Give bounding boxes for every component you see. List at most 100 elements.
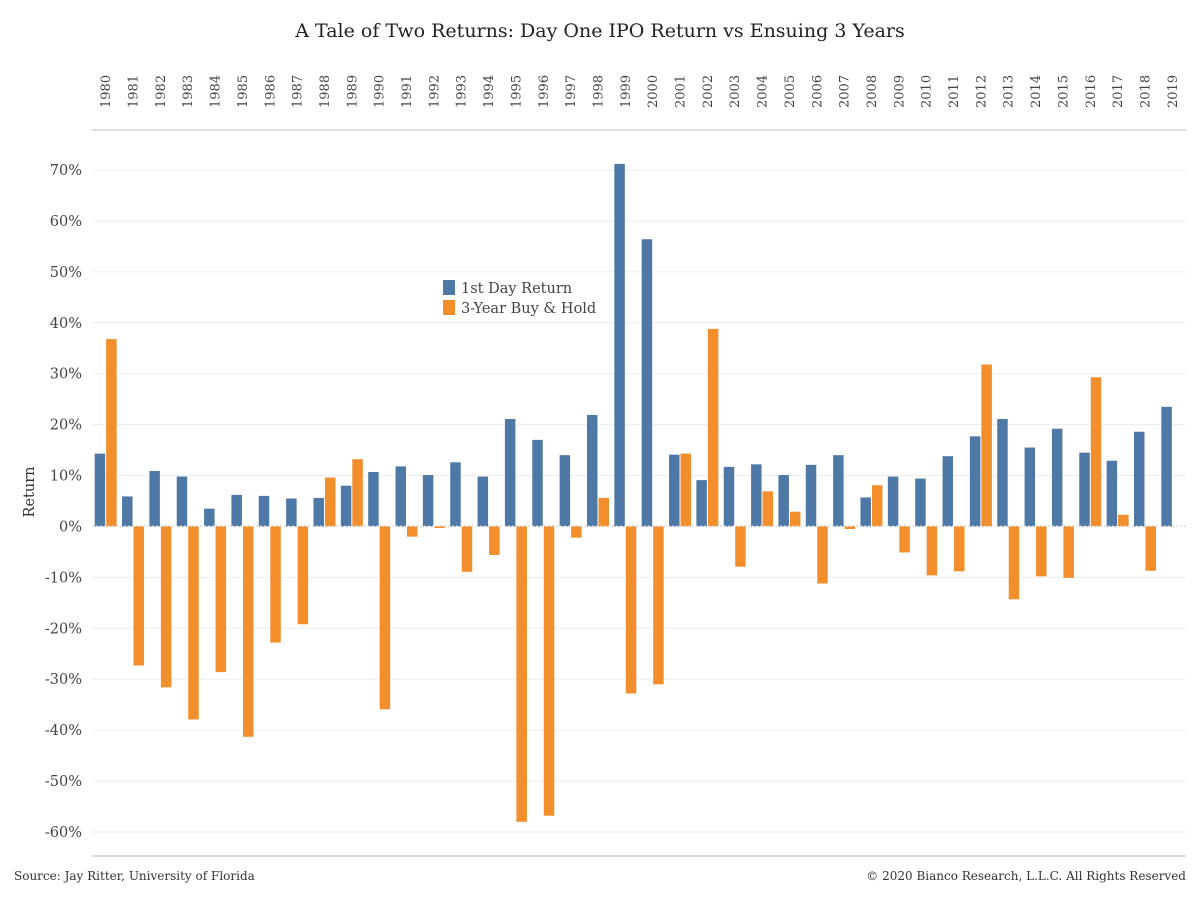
- x-tick-label: 1983: [181, 75, 196, 108]
- bar-3-year-buy-hold: [1036, 526, 1047, 577]
- bar-3-year-buy-hold: [707, 328, 719, 527]
- y-tick-label: -40%: [45, 723, 82, 739]
- chart-title: A Tale of Two Returns: Day One IPO Retur…: [294, 20, 905, 42]
- bar-1st-day-return: [477, 476, 489, 527]
- bar-1st-day-return: [669, 454, 680, 527]
- x-tick-label: 1989: [345, 75, 360, 108]
- y-tick-label: 60%: [50, 214, 82, 230]
- bar-3-year-buy-hold: [735, 526, 746, 567]
- bar-3-year-buy-hold: [543, 526, 555, 816]
- x-tick-label: 1998: [591, 75, 606, 108]
- bar-3-year-buy-hold: [352, 459, 363, 527]
- bar-1st-day-return: [942, 456, 954, 527]
- bar-1st-day-return: [805, 464, 817, 527]
- bar-3-year-buy-hold: [133, 526, 145, 666]
- bar-3-year-buy-hold: [1008, 526, 1020, 600]
- x-tick-label: 2000: [646, 75, 661, 108]
- bar-1st-day-return: [313, 497, 324, 527]
- bar-1st-day-return: [969, 436, 981, 527]
- x-tick-label: 2005: [783, 75, 798, 108]
- y-tick-label: 70%: [50, 163, 82, 179]
- x-tick-label: 1990: [373, 75, 388, 108]
- bar-3-year-buy-hold: [242, 526, 254, 737]
- x-tick-label: 1991: [400, 75, 415, 108]
- y-tick-label: -60%: [45, 825, 82, 841]
- x-tick-label: 1985: [236, 75, 251, 108]
- bar-3-year-buy-hold: [379, 526, 391, 710]
- y-tick-labels: 70% 60% 50% 40% 30% 20% 10% 0% -10% -20% -30% -40% -…: [45, 163, 82, 841]
- bars: [94, 163, 1172, 822]
- y-tick-label: 20%: [50, 418, 82, 434]
- x-tick-label: 2018: [1138, 75, 1153, 108]
- bar-1st-day-return: [504, 419, 516, 527]
- bar-3-year-buy-hold: [434, 526, 445, 528]
- bar-3-year-buy-hold: [297, 526, 309, 625]
- bar-3-year-buy-hold: [461, 526, 473, 572]
- bar-3-year-buy-hold: [926, 526, 938, 576]
- bar-1st-day-return: [997, 419, 1008, 527]
- bar-3-year-buy-hold: [106, 339, 117, 527]
- bar-1st-day-return: [395, 466, 407, 527]
- bar-3-year-buy-hold: [789, 511, 801, 527]
- y-axis-label: Return: [22, 467, 38, 518]
- x-tick-label: 1996: [537, 75, 552, 108]
- x-tick-labels: 1980 1981 1982 1983 1984 1985 1986 1987 1988 1989…: [99, 75, 1181, 108]
- x-tick-label: 1993: [455, 75, 470, 108]
- x-tick-label: 2016: [1084, 75, 1099, 108]
- x-tick-label: 2012: [974, 75, 989, 108]
- x-tick-label: 1988: [318, 75, 333, 108]
- bar-3-year-buy-hold: [954, 526, 965, 572]
- y-tick-label: 30%: [50, 367, 82, 383]
- legend-label-3-year: 3-Year Buy & Hold: [461, 301, 596, 317]
- bar-3-year-buy-hold: [1063, 526, 1074, 578]
- x-tick-label: 2019: [1166, 75, 1181, 108]
- x-tick-label: 2011: [947, 75, 962, 108]
- bar-1st-day-return: [614, 163, 625, 527]
- x-tick-label: 2009: [892, 75, 907, 108]
- x-tick-label: 2015: [1056, 75, 1071, 108]
- x-tick-label: 2007: [838, 75, 853, 108]
- bar-3-year-buy-hold: [899, 526, 910, 553]
- bar-3-year-buy-hold: [188, 526, 199, 720]
- bar-1st-day-return: [176, 476, 188, 527]
- bar-3-year-buy-hold: [1090, 377, 1102, 527]
- x-tick-label: 2013: [1002, 75, 1017, 108]
- x-tick-label: 1999: [619, 75, 634, 108]
- bar-3-year-buy-hold: [598, 497, 609, 527]
- x-tick-label: 1995: [509, 75, 524, 108]
- bar-1st-day-return: [1161, 406, 1172, 527]
- bar-1st-day-return: [641, 239, 653, 527]
- y-tick-label: -20%: [45, 621, 82, 637]
- bar-1st-day-return: [696, 480, 707, 527]
- bar-1st-day-return: [723, 466, 735, 527]
- y-tick-label: -30%: [45, 672, 82, 688]
- gridlines: [92, 169, 1186, 833]
- x-tick-label: 2010: [920, 75, 935, 108]
- x-tick-label: 1997: [564, 75, 579, 108]
- copyright-note: © 2020 Bianco Research, L.L.C. All Right…: [866, 869, 1186, 883]
- x-tick-label: 1980: [99, 75, 114, 108]
- source-note: Source: Jay Ritter, University of Florid…: [14, 869, 255, 883]
- x-tick-label: 1994: [482, 75, 497, 108]
- bar-1st-day-return: [231, 494, 242, 527]
- bar-3-year-buy-hold: [871, 485, 883, 527]
- legend-label-1st-day: 1st Day Return: [461, 281, 572, 297]
- bar-3-year-buy-hold: [1145, 526, 1156, 571]
- x-tick-label: 2001: [674, 75, 689, 108]
- bar-3-year-buy-hold: [653, 526, 664, 685]
- bar-1st-day-return: [559, 455, 571, 527]
- bar-3-year-buy-hold: [489, 526, 500, 555]
- bar-3-year-buy-hold: [844, 526, 856, 530]
- bar-1st-day-return: [368, 471, 379, 527]
- x-tick-label: 1981: [127, 75, 142, 108]
- bar-3-year-buy-hold: [270, 526, 281, 643]
- legend-swatch-1st-day: [443, 280, 455, 295]
- x-tick-label: 2003: [728, 75, 743, 108]
- legend: 1st Day Return 3-Year Buy & Hold: [443, 280, 596, 317]
- bar-1st-day-return: [94, 453, 106, 527]
- bar-1st-day-return: [1051, 428, 1063, 527]
- bar-1st-day-return: [122, 496, 133, 527]
- bar-3-year-buy-hold: [981, 364, 992, 527]
- bar-1st-day-return: [340, 485, 352, 527]
- y-tick-label: 10%: [50, 469, 82, 485]
